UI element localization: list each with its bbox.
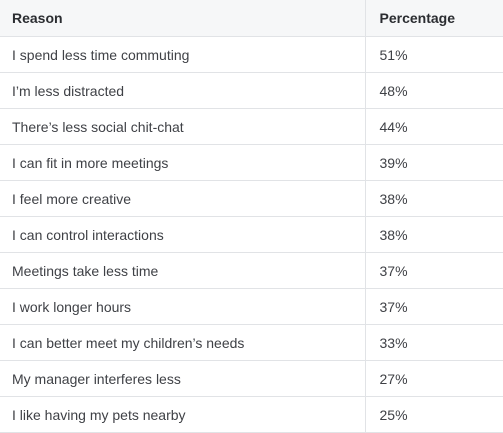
table-row: I work longer hours 37% xyxy=(0,288,503,325)
percentage-cell: 25% xyxy=(364,396,503,433)
reason-cell: I can control interactions xyxy=(0,216,366,253)
header-row: Reason Percentage xyxy=(0,0,503,37)
percentage-cell: 48% xyxy=(364,72,503,109)
percentage-cell: 37% xyxy=(364,288,503,325)
column-header-percentage: Percentage xyxy=(364,0,503,37)
table-row: I spend less time commuting 51% xyxy=(0,36,503,73)
percentage-cell: 38% xyxy=(364,216,503,253)
percentage-cell: 51% xyxy=(364,36,503,73)
table-row: Meetings take less time 37% xyxy=(0,252,503,289)
reason-cell: I work longer hours xyxy=(0,288,366,325)
reason-cell: My manager interferes less xyxy=(0,360,366,397)
table-row: My manager interferes less 27% xyxy=(0,360,503,397)
table-row: I can better meet my children’s needs 33… xyxy=(0,324,503,361)
table-header: Reason Percentage xyxy=(0,0,503,37)
reason-cell: There’s less social chit-chat xyxy=(0,108,366,145)
percentage-cell: 37% xyxy=(364,252,503,289)
reason-cell: Meetings take less time xyxy=(0,252,366,289)
reason-cell: I like having my pets nearby xyxy=(0,396,366,433)
table-row: I can fit in more meetings 39% xyxy=(0,144,503,181)
percentage-cell: 38% xyxy=(364,180,503,217)
reason-cell: I spend less time commuting xyxy=(0,36,366,73)
column-header-reason: Reason xyxy=(0,0,366,37)
table-row: There’s less social chit-chat 44% xyxy=(0,108,503,145)
table-row: I can control interactions 38% xyxy=(0,216,503,253)
percentage-cell: 39% xyxy=(364,144,503,181)
table-body: I spend less time commuting 51% I’m less… xyxy=(0,36,503,433)
table-row: I feel more creative 38% xyxy=(0,180,503,217)
reason-cell: I’m less distracted xyxy=(0,72,366,109)
percentage-cell: 44% xyxy=(364,108,503,145)
percentage-cell: 27% xyxy=(364,360,503,397)
reason-cell: I feel more creative xyxy=(0,180,366,217)
table-row: I like having my pets nearby 25% xyxy=(0,396,503,433)
table-row: I’m less distracted 48% xyxy=(0,72,503,109)
reason-cell: I can better meet my children’s needs xyxy=(0,324,366,361)
percentage-cell: 33% xyxy=(364,324,503,361)
reason-cell: I can fit in more meetings xyxy=(0,144,366,181)
